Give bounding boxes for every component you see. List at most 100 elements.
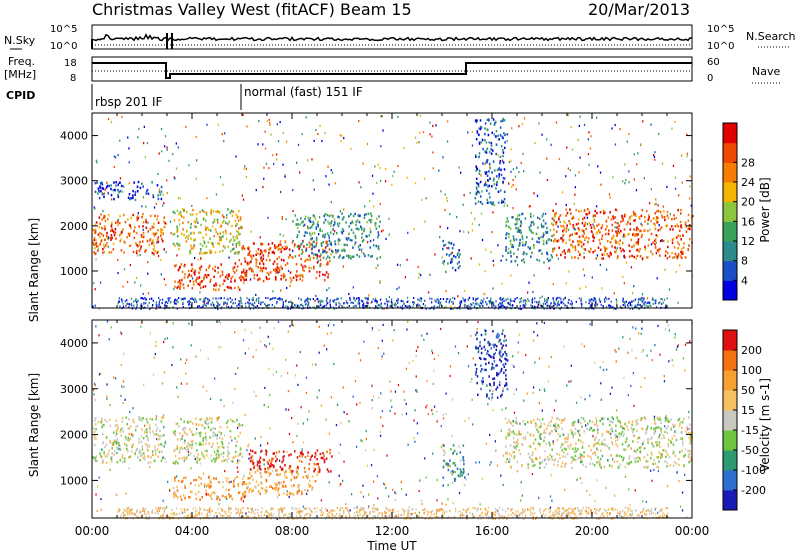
- noise-cell: [601, 454, 604, 458]
- near-range-cell: [658, 302, 660, 304]
- echo-cell: [448, 254, 451, 257]
- echo-cell: [590, 230, 593, 233]
- echo-cell: [94, 247, 96, 250]
- noise-cell: [99, 281, 102, 284]
- echo-cell: [478, 133, 480, 137]
- near-range-cell: [285, 305, 287, 308]
- near-range-cell: [242, 515, 244, 518]
- near-range-cell: [618, 513, 620, 515]
- echo-cell: [204, 228, 207, 231]
- noise-cell: [580, 396, 582, 399]
- near-range-cell: [224, 510, 226, 513]
- near-range-cell: [339, 517, 341, 520]
- echo-cell: [485, 172, 487, 175]
- noise-cell: [595, 205, 598, 208]
- noise-cell: [611, 386, 613, 389]
- near-range-cell: [371, 517, 373, 520]
- near-range-cell: [449, 298, 451, 301]
- noise-cell: [614, 221, 616, 224]
- power-data-cells: [92, 113, 694, 310]
- echo-cell: [262, 257, 265, 260]
- near-range-cell: [136, 301, 138, 304]
- echo-cell: [161, 237, 163, 241]
- echo-cell: [631, 254, 633, 257]
- echo-cell: [682, 234, 684, 237]
- near-range-cell: [568, 298, 570, 301]
- noise-cell: [215, 193, 218, 196]
- near-range-cell: [147, 511, 149, 513]
- near-range-cell: [596, 303, 598, 306]
- near-range-cell: [205, 304, 207, 307]
- echo-cell: [448, 241, 451, 244]
- date-label: 20/Mar/2013: [588, 0, 690, 19]
- echo-cell: [552, 250, 554, 253]
- noise-cell: [340, 482, 342, 486]
- near-range-cell: [289, 300, 291, 303]
- noise-cell: [415, 375, 417, 378]
- noise-cell: [199, 349, 202, 352]
- near-range-cell: [198, 305, 200, 308]
- noise-cell: [255, 189, 257, 192]
- noise-cell: [242, 198, 245, 201]
- noise-cell: [179, 197, 181, 200]
- echo-cell: [328, 248, 331, 251]
- near-range-cell: [552, 517, 554, 520]
- noise-cell: [516, 263, 519, 267]
- noise-cell: [526, 300, 528, 303]
- near-range-cell: [467, 508, 469, 511]
- near-range-cell: [655, 306, 658, 309]
- noise-cell: [265, 162, 268, 165]
- noise-cell: [412, 359, 414, 363]
- near-range-cell: [328, 511, 330, 514]
- noise-cell: [674, 187, 677, 190]
- echo-cell: [311, 223, 314, 227]
- near-range-cell: [662, 516, 664, 519]
- echo-cell: [99, 231, 101, 235]
- noise-cell: [615, 350, 617, 353]
- near-range-cell: [208, 299, 211, 302]
- echo-cell: [199, 210, 201, 214]
- echo-cell: [555, 239, 558, 242]
- echo-cell: [224, 246, 226, 249]
- near-range-cell: [281, 298, 283, 301]
- echo-cell: [516, 219, 519, 222]
- echo-cell: [484, 150, 486, 153]
- near-range-cell: [600, 303, 602, 306]
- echo-cell: [615, 208, 618, 212]
- near-range-cell: [166, 302, 169, 305]
- near-range-cell: [389, 508, 391, 511]
- echo-cell: [181, 215, 183, 218]
- echo-cell: [451, 260, 453, 263]
- echo-cell: [682, 251, 684, 254]
- echo-cell: [243, 247, 246, 250]
- nsky-tick-top: 10^5: [50, 24, 77, 35]
- noise-cell: [318, 389, 320, 392]
- echo-cell: [104, 219, 107, 223]
- near-range-cell: [306, 507, 308, 510]
- echo-cell: [617, 227, 620, 231]
- echo-cell: [177, 285, 180, 288]
- echo-cell: [194, 238, 197, 241]
- echo-cell: [128, 193, 131, 196]
- echo-cell: [666, 257, 669, 260]
- noise-cell: [362, 495, 365, 498]
- near-range-cell: [588, 507, 590, 509]
- echo-cell: [656, 221, 659, 224]
- noise-cell: [335, 251, 337, 254]
- noise-cell: [163, 202, 165, 205]
- near-range-cell: [639, 303, 641, 306]
- near-range-cell: [271, 507, 273, 510]
- echo-cell: [191, 213, 194, 216]
- echo-cell: [319, 229, 321, 232]
- near-range-cell: [581, 305, 583, 308]
- echo-cell: [230, 287, 232, 290]
- near-range-cell: [550, 305, 553, 308]
- echo-cell: [93, 238, 96, 242]
- near-range-cell: [573, 513, 576, 515]
- near-range-cell: [518, 307, 520, 310]
- noise-cell: [435, 124, 437, 127]
- echo-cell: [492, 201, 495, 204]
- noise-cell: [114, 156, 117, 159]
- near-range-cell: [454, 507, 457, 510]
- echo-cell: [315, 226, 318, 229]
